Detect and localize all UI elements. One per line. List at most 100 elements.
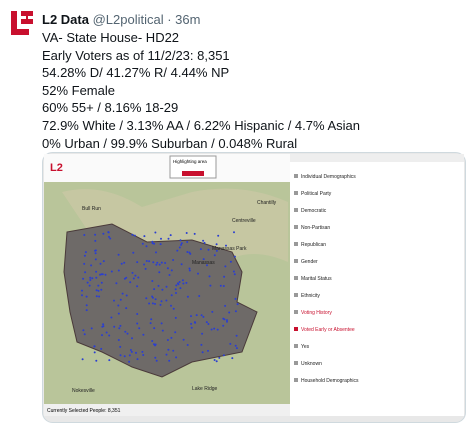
author-handle[interactable]: @L2political (92, 12, 164, 27)
voter-dot (153, 288, 156, 291)
voter-dot (85, 304, 88, 307)
voter-dot (160, 237, 162, 240)
voter-dot (215, 360, 218, 363)
voter-dot (85, 309, 88, 312)
district-area (63, 223, 258, 378)
voter-dot (153, 327, 156, 330)
avatar[interactable] (6, 8, 36, 38)
voter-dot (94, 233, 97, 236)
voter-dot (207, 323, 210, 325)
post-line: 72.9% White / 3.13% AA / 6.22% Hispanic … (42, 118, 360, 133)
voter-dot (172, 307, 175, 310)
voter-dot (195, 314, 198, 317)
highlight-button[interactable] (182, 171, 204, 176)
map-labels: Bull Run Manassas Manassas Park Centreville… (72, 200, 277, 394)
author[interactable]: L2 Data @L2political · 36m (42, 12, 200, 27)
voter-dot (121, 292, 124, 295)
voter-dot (186, 241, 189, 243)
voter-dot (222, 317, 225, 320)
voter-dot (134, 274, 137, 277)
voter-dot (208, 275, 211, 278)
map-logo: L2 (50, 162, 63, 174)
voter-dot (186, 251, 189, 253)
voter-dot (198, 295, 201, 297)
voter-dot (100, 281, 103, 284)
author-name[interactable]: L2 Data (42, 12, 89, 27)
voter-dot (176, 249, 179, 252)
voter-dot (168, 359, 171, 362)
status-bar (44, 404, 290, 416)
voter-dot (222, 354, 225, 357)
voter-dot (113, 325, 116, 328)
voter-dot (174, 316, 177, 319)
voter-dot (179, 239, 182, 242)
voter-dot (174, 331, 177, 334)
voter-dot (226, 319, 228, 322)
voter-dot (154, 298, 157, 301)
voter-dot (82, 329, 85, 332)
voter-dot (156, 261, 159, 264)
panel-item: Household Demographics (301, 378, 359, 384)
voter-dot (129, 281, 132, 284)
voter-dot (141, 242, 144, 245)
panel-item: Individual Demographics (301, 174, 356, 180)
voter-dot (201, 332, 204, 335)
voter-dot (155, 359, 158, 362)
voter-dot (234, 297, 237, 300)
voter-dot (125, 307, 128, 310)
voter-dot (213, 254, 216, 257)
voter-dots (81, 231, 239, 363)
post-line: VA- State House- HD22 (42, 30, 180, 45)
voter-dot (83, 262, 86, 265)
voter-dot (131, 233, 134, 236)
voter-dot (151, 242, 154, 245)
post-line: 54.28% D/ 41.27% R/ 4.44% NP (42, 65, 230, 81)
voter-dot (190, 322, 193, 325)
panel-item: Voted Early or Absentee (301, 327, 355, 333)
voter-dot (165, 285, 168, 288)
voter-dot (131, 337, 133, 340)
voter-dot (145, 297, 148, 300)
voter-dot (135, 351, 137, 354)
voter-dot (211, 310, 214, 313)
post-line: 60% 55+ / 8.16% 18-29 (42, 100, 179, 116)
voter-dot (160, 261, 163, 264)
voter-dot (104, 273, 107, 276)
voter-dot (117, 253, 120, 256)
voter-dot (180, 243, 183, 246)
voter-dot (97, 284, 100, 287)
voter-dot (161, 329, 164, 332)
voter-dot (117, 339, 120, 341)
voter-dot (128, 360, 131, 363)
voter-dot (126, 332, 129, 335)
voter-dot (182, 338, 185, 341)
voter-dot (190, 326, 193, 329)
voter-dot (224, 265, 227, 268)
voter-dot (197, 272, 199, 275)
voter-dot (94, 239, 97, 242)
panel-item: Yes (301, 344, 310, 350)
voter-dot (110, 270, 113, 273)
voter-dot (113, 299, 115, 302)
highlight-box (169, 155, 217, 179)
voter-dot (84, 271, 87, 274)
voter-dot (190, 315, 192, 318)
voter-dot (219, 284, 222, 287)
voter-dot (235, 334, 238, 337)
voter-dot (138, 327, 141, 330)
panel-row-icon (294, 293, 298, 297)
post-image[interactable]: L2 Highlighting area Bull Run Manassas Man… (42, 152, 466, 423)
voter-dot (233, 231, 235, 234)
voter-dot (234, 344, 237, 347)
voter-dot (182, 282, 185, 285)
voter-dot (136, 358, 139, 361)
voter-dot (164, 262, 167, 264)
panel-item: Political Party (301, 191, 332, 197)
panel-list: Individual Demographics Political Party De… (294, 174, 359, 384)
voter-dot (81, 294, 83, 297)
voter-dot (149, 322, 152, 325)
voter-dot (152, 261, 155, 264)
panel-row-icon (294, 225, 298, 229)
voter-dot (115, 282, 118, 285)
voter-dot (236, 303, 239, 306)
